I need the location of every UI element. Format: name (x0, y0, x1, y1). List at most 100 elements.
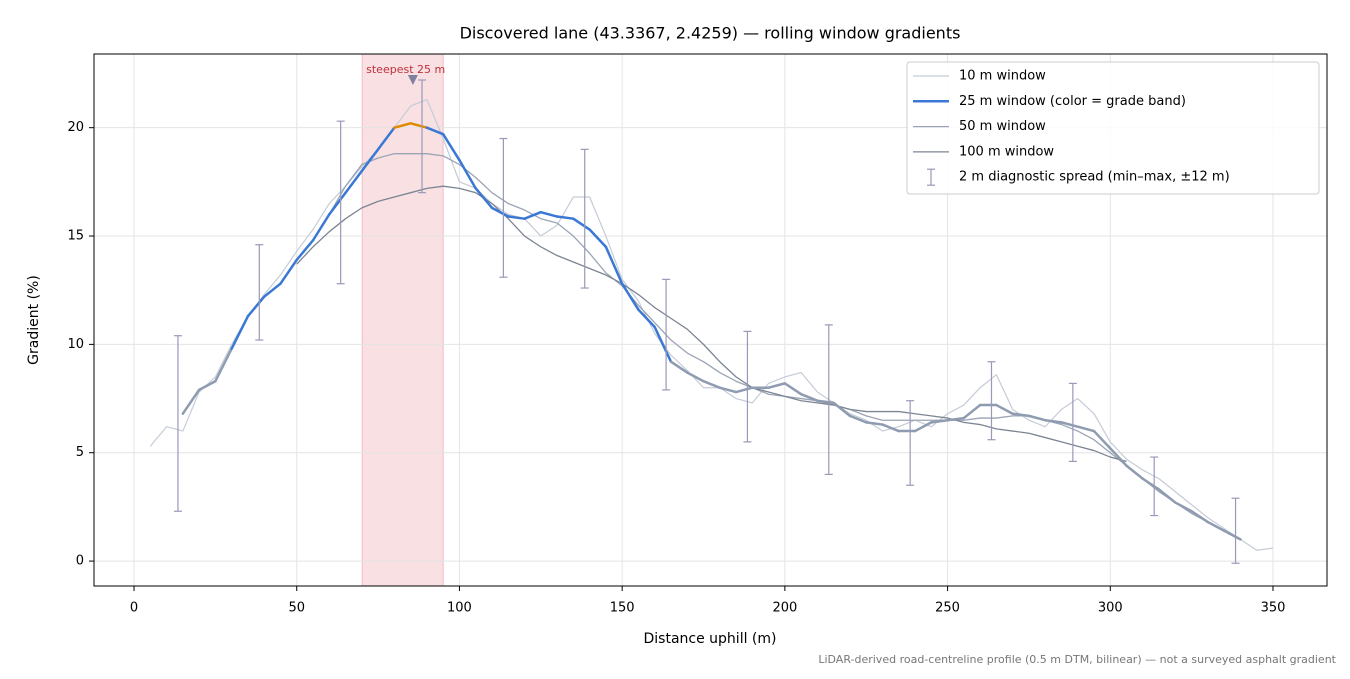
line-segment (393, 122, 412, 129)
line-segment (523, 210, 543, 220)
line-segment (458, 158, 477, 190)
line-segment (799, 392, 819, 402)
y-tick-label: 10 (67, 337, 84, 352)
x-axis-label: Distance uphill (m) (644, 631, 777, 647)
line-segment (214, 347, 233, 383)
line-segment (441, 132, 461, 162)
line-segment (425, 126, 445, 136)
x-tick-label: 150 (610, 601, 635, 616)
error-bar (662, 278, 671, 391)
line (182, 153, 1241, 540)
x-tick-label: 0 (130, 601, 138, 616)
legend-label: 50 m window (959, 119, 1046, 134)
chart-title: Discovered lane (43.3367, 2.4259) — roll… (460, 24, 961, 43)
line-segment (474, 187, 494, 210)
line-segment (328, 191, 347, 216)
line-segment (1206, 520, 1226, 532)
x-tick-label: 250 (935, 601, 960, 616)
line-segment (295, 239, 315, 262)
error-bar (1150, 456, 1159, 517)
y-tick-label: 5 (76, 445, 84, 460)
legend-label: 25 m window (color = grade band) (959, 94, 1186, 109)
line-segment (588, 228, 608, 249)
line-segment (1190, 509, 1210, 524)
line-segment (930, 418, 949, 424)
line-segment (995, 403, 1014, 415)
line (296, 185, 1127, 463)
x-tick-label: 350 (1261, 601, 1286, 616)
y-tick-label: 0 (76, 554, 84, 569)
line-segment (1076, 425, 1096, 433)
line-segment (604, 245, 624, 285)
legend-label: 100 m window (959, 144, 1054, 159)
line-segment (637, 308, 656, 329)
error-bar (336, 120, 345, 285)
line-segment (783, 382, 803, 396)
line-segment (913, 421, 933, 433)
line-segment (1125, 464, 1145, 480)
x-tick-label: 200 (772, 601, 797, 616)
line-segment (360, 148, 380, 173)
y-axis-label: Gradient (%) (26, 275, 42, 365)
plot-frame (93, 53, 1328, 587)
error-bar (499, 137, 508, 278)
line-segment (1157, 488, 1177, 504)
line-segment (946, 416, 966, 422)
highlight-label: steepest 25 m (366, 63, 445, 76)
steepest-marker (407, 75, 418, 86)
highlight-span (361, 53, 444, 587)
line-segment (1222, 529, 1242, 541)
x-tick-label: 300 (1098, 601, 1123, 616)
line-segment (181, 388, 201, 415)
line-segment (864, 421, 884, 426)
line-segment (230, 314, 250, 350)
x-tick-label: 100 (447, 601, 472, 616)
line-segment (555, 215, 575, 220)
y-tick-label: 20 (67, 120, 84, 135)
error-bar (173, 335, 182, 512)
line-segment (734, 386, 754, 394)
line-segment (507, 215, 526, 220)
error-bar (987, 361, 996, 441)
error-bar (1068, 382, 1077, 462)
line-segment (1011, 412, 1031, 418)
line-segment (279, 258, 298, 285)
line-segment (767, 382, 787, 389)
line-segment (848, 414, 868, 424)
line (149, 98, 1274, 551)
error-bar (418, 79, 427, 194)
line-segment (572, 217, 591, 231)
line-segment (197, 379, 217, 392)
line-segment (620, 282, 640, 311)
line-segment (376, 126, 396, 151)
error-bar (580, 148, 589, 289)
line-segment (718, 386, 738, 394)
line-segment (490, 206, 510, 218)
line-segment (1060, 421, 1079, 428)
line-segment (246, 295, 266, 318)
line-segment (962, 403, 982, 420)
legend-label: 10 m window (959, 69, 1046, 84)
x-tick-label: 50 (288, 601, 305, 616)
line-segment (1027, 414, 1047, 422)
error-bar (743, 330, 752, 443)
line-segment (262, 282, 282, 298)
line-segment (409, 122, 429, 129)
line-segment (1174, 501, 1193, 513)
line-segment (702, 379, 722, 389)
y-tick-label: 15 (67, 229, 84, 244)
error-bar (1231, 497, 1240, 564)
line-segment (881, 423, 901, 433)
line-segment (311, 213, 331, 242)
line-segment (816, 399, 835, 405)
line-segment (1043, 418, 1063, 424)
line-segment (1092, 429, 1112, 450)
footnote: LiDAR-derived road-centreline profile (0… (818, 653, 1336, 666)
error-bar (824, 324, 833, 475)
line-segment (832, 401, 852, 418)
line-segment (669, 360, 689, 374)
error-bar (906, 400, 915, 486)
error-bar (255, 244, 264, 341)
line-segment (1141, 477, 1161, 491)
